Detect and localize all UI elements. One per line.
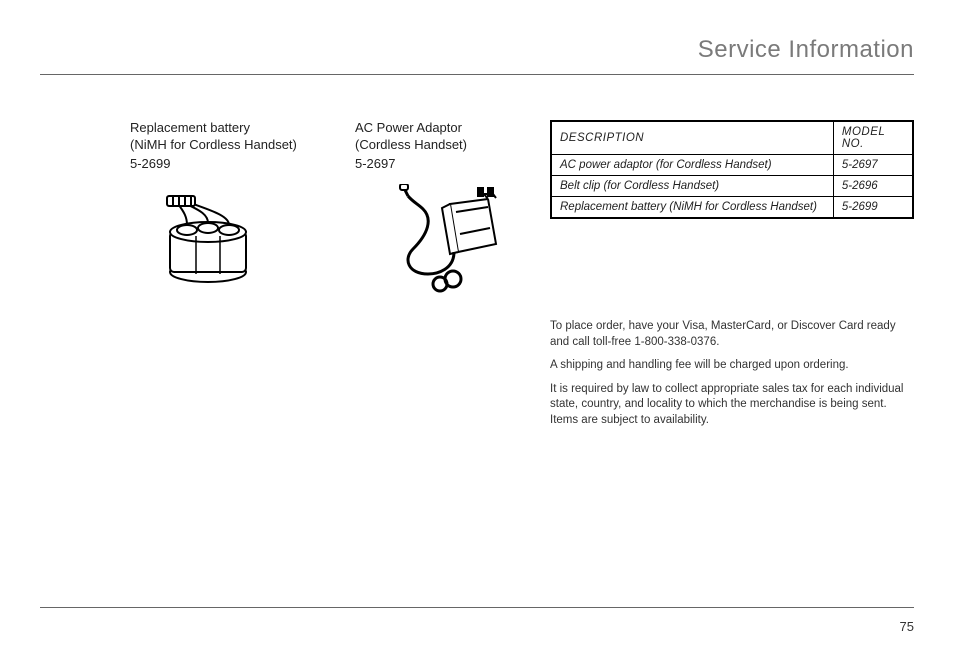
table-row: Replacement battery (NiMH for Cordless H… <box>551 197 913 219</box>
table-row: AC power adaptor (for Cordless Handset) … <box>551 155 913 176</box>
order-paragraph: It is required by law to collect appropr… <box>550 382 914 429</box>
product-battery: Replacement battery (NiMH for Cordless H… <box>130 120 315 436</box>
table-column: DESCRIPTION MODEL NO. AC power adaptor (… <box>550 120 914 436</box>
product-adaptor: AC Power Adaptor (Cordless Handset) 5-26… <box>355 120 540 436</box>
header-description: DESCRIPTION <box>551 121 833 155</box>
header-model-no: MODEL NO. <box>833 121 913 155</box>
cell-description: AC power adaptor (for Cordless Handset) <box>551 155 833 176</box>
order-info: To place order, have your Visa, MasterCa… <box>550 319 914 428</box>
table-row: Belt clip (for Cordless Handset) 5-2696 <box>551 176 913 197</box>
cell-description: Replacement battery (NiMH for Cordless H… <box>551 197 833 219</box>
page-title: Service Information <box>698 36 914 64</box>
battery-icon <box>130 187 315 297</box>
order-paragraph: To place order, have your Visa, MasterCa… <box>550 319 914 350</box>
table-header-row: DESCRIPTION MODEL NO. <box>551 121 913 155</box>
product-model: 5-2697 <box>355 156 540 171</box>
product-name: Replacement battery (NiMH for Cordless H… <box>130 120 315 154</box>
order-paragraph: A shipping and handling fee will be char… <box>550 358 914 374</box>
cell-model-no: 5-2697 <box>833 155 913 176</box>
page-number: 75 <box>900 619 914 634</box>
parts-table: DESCRIPTION MODEL NO. AC power adaptor (… <box>550 120 914 219</box>
cell-model-no: 5-2699 <box>833 197 913 219</box>
cell-model-no: 5-2696 <box>833 176 913 197</box>
cell-description: Belt clip (for Cordless Handset) <box>551 176 833 197</box>
product-name: AC Power Adaptor (Cordless Handset) <box>355 120 540 154</box>
products-column: Replacement battery (NiMH for Cordless H… <box>130 120 550 436</box>
header-rule <box>40 74 914 75</box>
product-name-line2: (Cordless Handset) <box>355 137 467 152</box>
product-name-line1: Replacement battery <box>130 120 250 135</box>
product-name-line2: (NiMH for Cordless Handset) <box>130 137 297 152</box>
page: Service Information Replacement battery … <box>0 0 954 656</box>
product-name-line1: AC Power Adaptor <box>355 120 462 135</box>
footer-rule <box>40 607 914 608</box>
adaptor-icon <box>355 187 540 297</box>
content-area: Replacement battery (NiMH for Cordless H… <box>130 120 914 436</box>
product-model: 5-2699 <box>130 156 315 171</box>
